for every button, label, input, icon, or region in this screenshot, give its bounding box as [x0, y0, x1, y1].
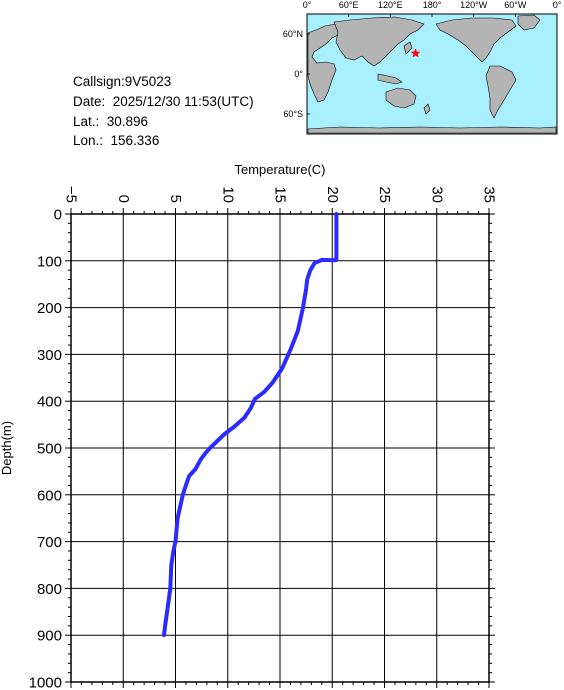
y-tick-label: 100	[37, 253, 62, 270]
star-icon	[410, 48, 421, 58]
land-greenland	[517, 14, 541, 31]
y-tick-label: 200	[37, 300, 62, 317]
map-lon-label: 60°E	[339, 0, 359, 10]
callsign-text: Callsign:9V5023	[73, 74, 172, 89]
plot-frame	[70, 213, 490, 683]
longitude-text: Lon.: 156.336	[73, 133, 160, 149]
y-tick-label: 400	[37, 394, 62, 411]
y-tick-label: 0	[54, 207, 62, 224]
x-tick-label: 25	[376, 186, 393, 203]
map-lon-label: 120°W	[460, 0, 488, 10]
y-tick-label: 800	[37, 581, 62, 598]
x-axis-title: Temperature(C)	[234, 162, 325, 177]
y-tick-label: 1000	[29, 675, 62, 690]
map-longitude-labels: 0° 60°E 120°E 180° 120°W 60°W 0°	[303, 0, 562, 17]
temperature-profile-line	[162, 212, 339, 638]
x-tick-label: 5	[167, 195, 184, 203]
y-tick-label: 500	[37, 441, 62, 458]
land-south-america	[485, 65, 517, 119]
map-landmasses	[307, 14, 557, 134]
station-info: Callsign:9V5023 Date: 2025/12/30 11:53(U…	[73, 72, 254, 151]
map-lat-label: 60°N	[283, 29, 303, 39]
x-tick-label: 10	[219, 186, 236, 203]
map-lon-label: 0°	[553, 0, 562, 10]
map-lon-label: 0°	[303, 0, 312, 10]
land-new-zealand	[423, 103, 431, 115]
land-north-america	[435, 17, 517, 63]
world-map: 0° 60°E 120°E 180° 120°W 60°W 0° 60°N 0° 60°S	[283, 0, 562, 135]
x-tick-label: 15	[272, 186, 289, 203]
date-text: Date: 2025/12/30 11:53(UTC)	[73, 93, 254, 109]
land-japan	[403, 41, 413, 55]
chart-grid	[71, 214, 489, 682]
y-tick-label: 600	[37, 487, 62, 504]
map-lon-label: 180°	[423, 0, 442, 10]
x-tick-labels: −5 0 5 10 15 20 25 30 35	[63, 186, 498, 203]
y-tick-labels: 0 100 200 300 400 500 600 700 800 900 1000	[29, 207, 62, 690]
temperature-depth-chart: −5 0 5 10 15 20 25 30 35 01002003004005006007008…	[0, 162, 498, 690]
map-lat-label: 0°	[294, 69, 303, 79]
x-tick-label: −5	[63, 186, 80, 203]
land-indonesia	[377, 73, 403, 85]
x-tick-label: 35	[481, 186, 498, 203]
y-tick-label: 300	[37, 347, 62, 364]
map-lon-label: 60°W	[504, 0, 527, 10]
map-latitude-labels: 60°N 0° 60°S	[283, 29, 310, 119]
map-lat-label: 60°S	[283, 109, 303, 119]
y-axis-title: Depth(m)	[0, 421, 14, 475]
y-tick-label: 700	[37, 534, 62, 551]
map-lon-label: 120°E	[378, 0, 403, 10]
x-tick-label: 20	[324, 186, 341, 203]
x-tick-label: 30	[428, 186, 445, 203]
land-antarctica	[307, 126, 557, 134]
y-tick-label: 900	[37, 628, 62, 645]
x-tick-label: 0	[115, 195, 132, 203]
land-asia	[333, 16, 425, 67]
latitude-text: Lat.: 30.896	[73, 113, 149, 129]
land-australia	[385, 87, 417, 109]
